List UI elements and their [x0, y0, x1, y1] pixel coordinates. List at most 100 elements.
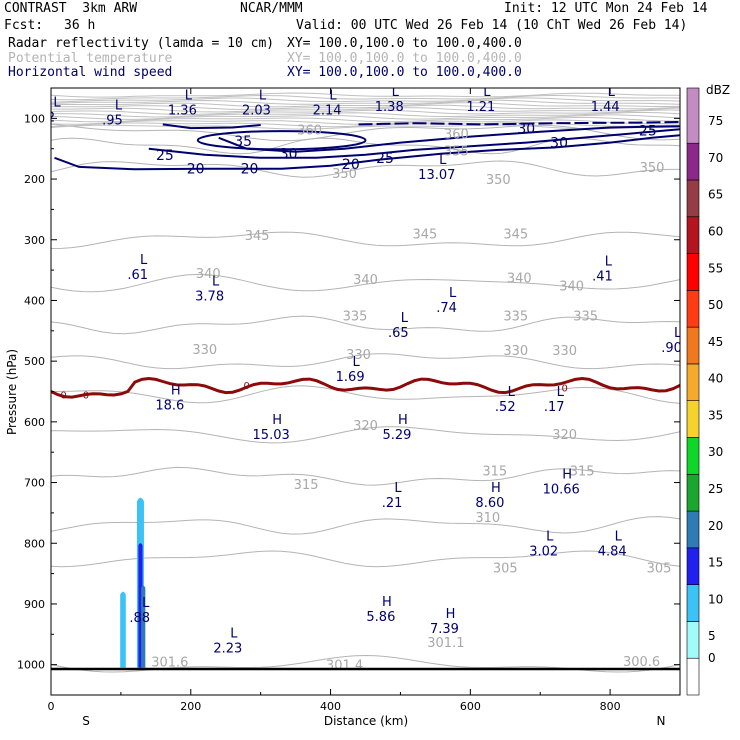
theta-label: 350: [332, 167, 357, 182]
extremum-mark: L: [615, 529, 623, 544]
colorbar-swatch: [686, 547, 700, 585]
forecast-label: Fcst:: [4, 18, 44, 33]
theta-label: 310: [475, 511, 500, 526]
extremum-low: L.17: [544, 385, 565, 415]
theta-label: 320: [353, 419, 378, 434]
extremum-value: 2.14: [313, 104, 342, 119]
y-tick-label: 400: [24, 294, 45, 307]
extremum-value: 5.29: [382, 428, 411, 443]
wind-label: 25: [639, 123, 657, 139]
wind-contours: [54, 121, 680, 171]
colorbar-swatch: [686, 400, 700, 438]
extremum-low: L1.69: [336, 355, 365, 385]
extremum-mark: L: [53, 95, 61, 110]
theta-label: 340: [353, 273, 378, 288]
wind-contour-25-upper: [162, 123, 261, 130]
extremum-mark: L: [674, 326, 682, 341]
colorbar-swatch: [686, 142, 700, 181]
colorbar-swatch: [686, 584, 700, 622]
extremum-value: 2.23: [213, 641, 242, 656]
extremum-high: H5.86: [366, 595, 395, 625]
field-theta-name: Potential temperature: [8, 51, 173, 66]
extremum-value: 1.69: [336, 370, 365, 385]
extremum-value: .88: [129, 611, 150, 626]
extremum-value: 8.60: [475, 496, 504, 511]
extremum-mark: L: [259, 89, 267, 104]
wind-label: 30: [280, 147, 298, 163]
theta-contour-upper: [51, 109, 680, 116]
extremum-mark: L: [557, 385, 565, 400]
wind-label: 30: [517, 122, 535, 138]
field-theta-xy: XY= 100.0,100.0 to 100.0,400.0: [287, 51, 522, 66]
x-axis-title: Distance (km): [324, 714, 408, 728]
extremum-mark: L: [439, 153, 447, 168]
extremum-mark: H: [446, 607, 456, 622]
extremum-mark: L: [185, 89, 193, 104]
extremum-value: .90: [661, 341, 682, 356]
extremum-mark: L: [449, 286, 457, 301]
theta-label: 330: [192, 343, 217, 358]
extremum-low: L3.02: [529, 529, 558, 559]
extremum-high: H15.03: [253, 413, 290, 443]
wind-contour-20: [54, 134, 680, 171]
theta-label: 350: [640, 161, 665, 176]
theta-contour-305: [51, 550, 680, 568]
extremum-low: L1.44: [591, 88, 620, 115]
theta-contour-330: [51, 353, 680, 370]
colorbar-label: 55: [708, 261, 723, 275]
extremum-mark: L: [142, 596, 150, 611]
wind-contour-35: [196, 130, 367, 151]
theta-contour-360: [51, 123, 680, 142]
colorbar-label: 30: [708, 445, 723, 459]
theta-label: 340: [196, 267, 221, 282]
extremum-value: 1.44: [591, 100, 620, 115]
colorbar-label: 35: [708, 408, 723, 422]
extremum-value: 5.86: [366, 610, 395, 625]
init-time: Init: 12 UTC Mon 24 Feb 14: [504, 1, 708, 16]
y-tick-label: 100: [24, 112, 45, 125]
theta-contour-335: [51, 315, 680, 335]
extremum-value: 1.36: [168, 104, 197, 119]
wind-contour-25: [148, 128, 680, 159]
extremum-value: 2: [47, 110, 55, 125]
colorbar-label: 20: [708, 519, 723, 533]
freezing-level-line: [51, 376, 680, 399]
theta-contour-350: [51, 160, 680, 178]
theta-label: 335: [573, 310, 598, 325]
theta-label: 360: [297, 123, 322, 138]
colorbar-label: 75: [708, 114, 723, 128]
extremum-value: 10.66: [543, 482, 580, 497]
theta-label: 301.4: [326, 659, 363, 674]
extremum-low: L2.23: [213, 626, 242, 656]
theta-contour-upper: [51, 121, 680, 128]
theta-contours: [51, 92, 680, 673]
theta-contour-325: [51, 385, 680, 404]
extremum-high: H10.66: [543, 467, 580, 497]
extremum-value: 3.02: [529, 544, 558, 559]
colorbar-label: 45: [708, 335, 723, 349]
extremum-low: L.95: [102, 98, 123, 128]
theta-contour-upper: [51, 92, 680, 98]
x-tick-label: 200: [180, 700, 201, 713]
colorbar-swatch: [686, 437, 700, 475]
theta-label: 340: [559, 279, 584, 294]
colorbar: 0 5 10 15 20 25 30 35 40 45 50 55 60 65 70 75: [686, 87, 723, 696]
colorbar-swatch: [686, 326, 700, 365]
extremum-value: .41: [592, 269, 613, 284]
colorbar-label: 5: [708, 629, 716, 643]
extremum-mark: L: [508, 385, 516, 400]
plot-area: 0 0 0 0 301.6 301.4 301.1 300.6 305 305 310 315 315…: [47, 88, 682, 674]
colorbar-swatch: [686, 621, 700, 659]
extremum-mark: L: [329, 89, 337, 104]
extremum-mark: L: [401, 311, 409, 326]
extremum-low: L1.21: [466, 88, 495, 115]
y-tick-label: 600: [24, 416, 45, 429]
freezing-level-label: 0: [83, 391, 89, 402]
extremum-low: L4.84: [598, 529, 627, 559]
extremum-value: 2.03: [242, 104, 271, 119]
extremum-mark: H: [562, 467, 572, 482]
extremum-low: L.74: [436, 286, 457, 316]
field-wind-xy: XY= 100.0,100.0 to 100.0,400.0: [287, 65, 522, 80]
wind-contour-30-upper: [358, 121, 680, 126]
theta-contour-upper: [51, 97, 680, 103]
